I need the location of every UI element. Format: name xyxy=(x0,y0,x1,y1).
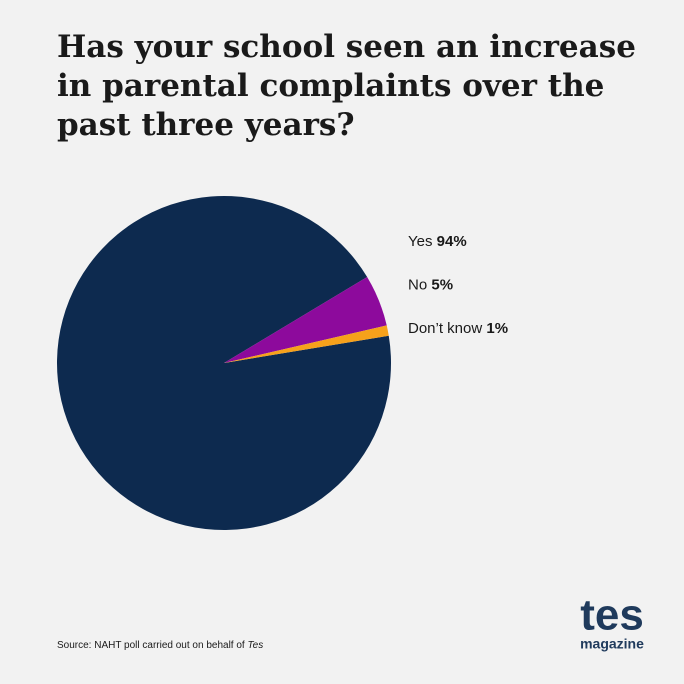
legend-label: Don’t know xyxy=(408,320,482,337)
pie-slice xyxy=(56,195,391,530)
logo-main: tes xyxy=(580,591,644,640)
logo-sub: magazine xyxy=(580,636,644,652)
pie-slice xyxy=(224,325,389,363)
value-label: 1% xyxy=(486,320,508,337)
legend-entry: No 5% xyxy=(408,276,453,293)
pie xyxy=(56,195,391,530)
source-text: Source: NAHT poll carried out on behalf … xyxy=(57,640,245,651)
legend-entry: Yes 94% xyxy=(408,233,467,250)
legend-entry: Don’t know 1% xyxy=(408,320,508,337)
chart-title: Has your school seen an increase in pare… xyxy=(57,29,636,143)
legend-label: No xyxy=(408,276,427,293)
source-note: Source: NAHT poll carried out on behalf … xyxy=(57,640,263,651)
value-label: 5% xyxy=(431,276,453,293)
legend-label: Yes xyxy=(408,233,432,250)
source-emphasis: Tes xyxy=(247,640,263,651)
legend: Yes 94% No 5% Don’t know 1% xyxy=(408,233,508,337)
pie-slice xyxy=(224,276,387,363)
value-label: 94% xyxy=(437,233,467,250)
